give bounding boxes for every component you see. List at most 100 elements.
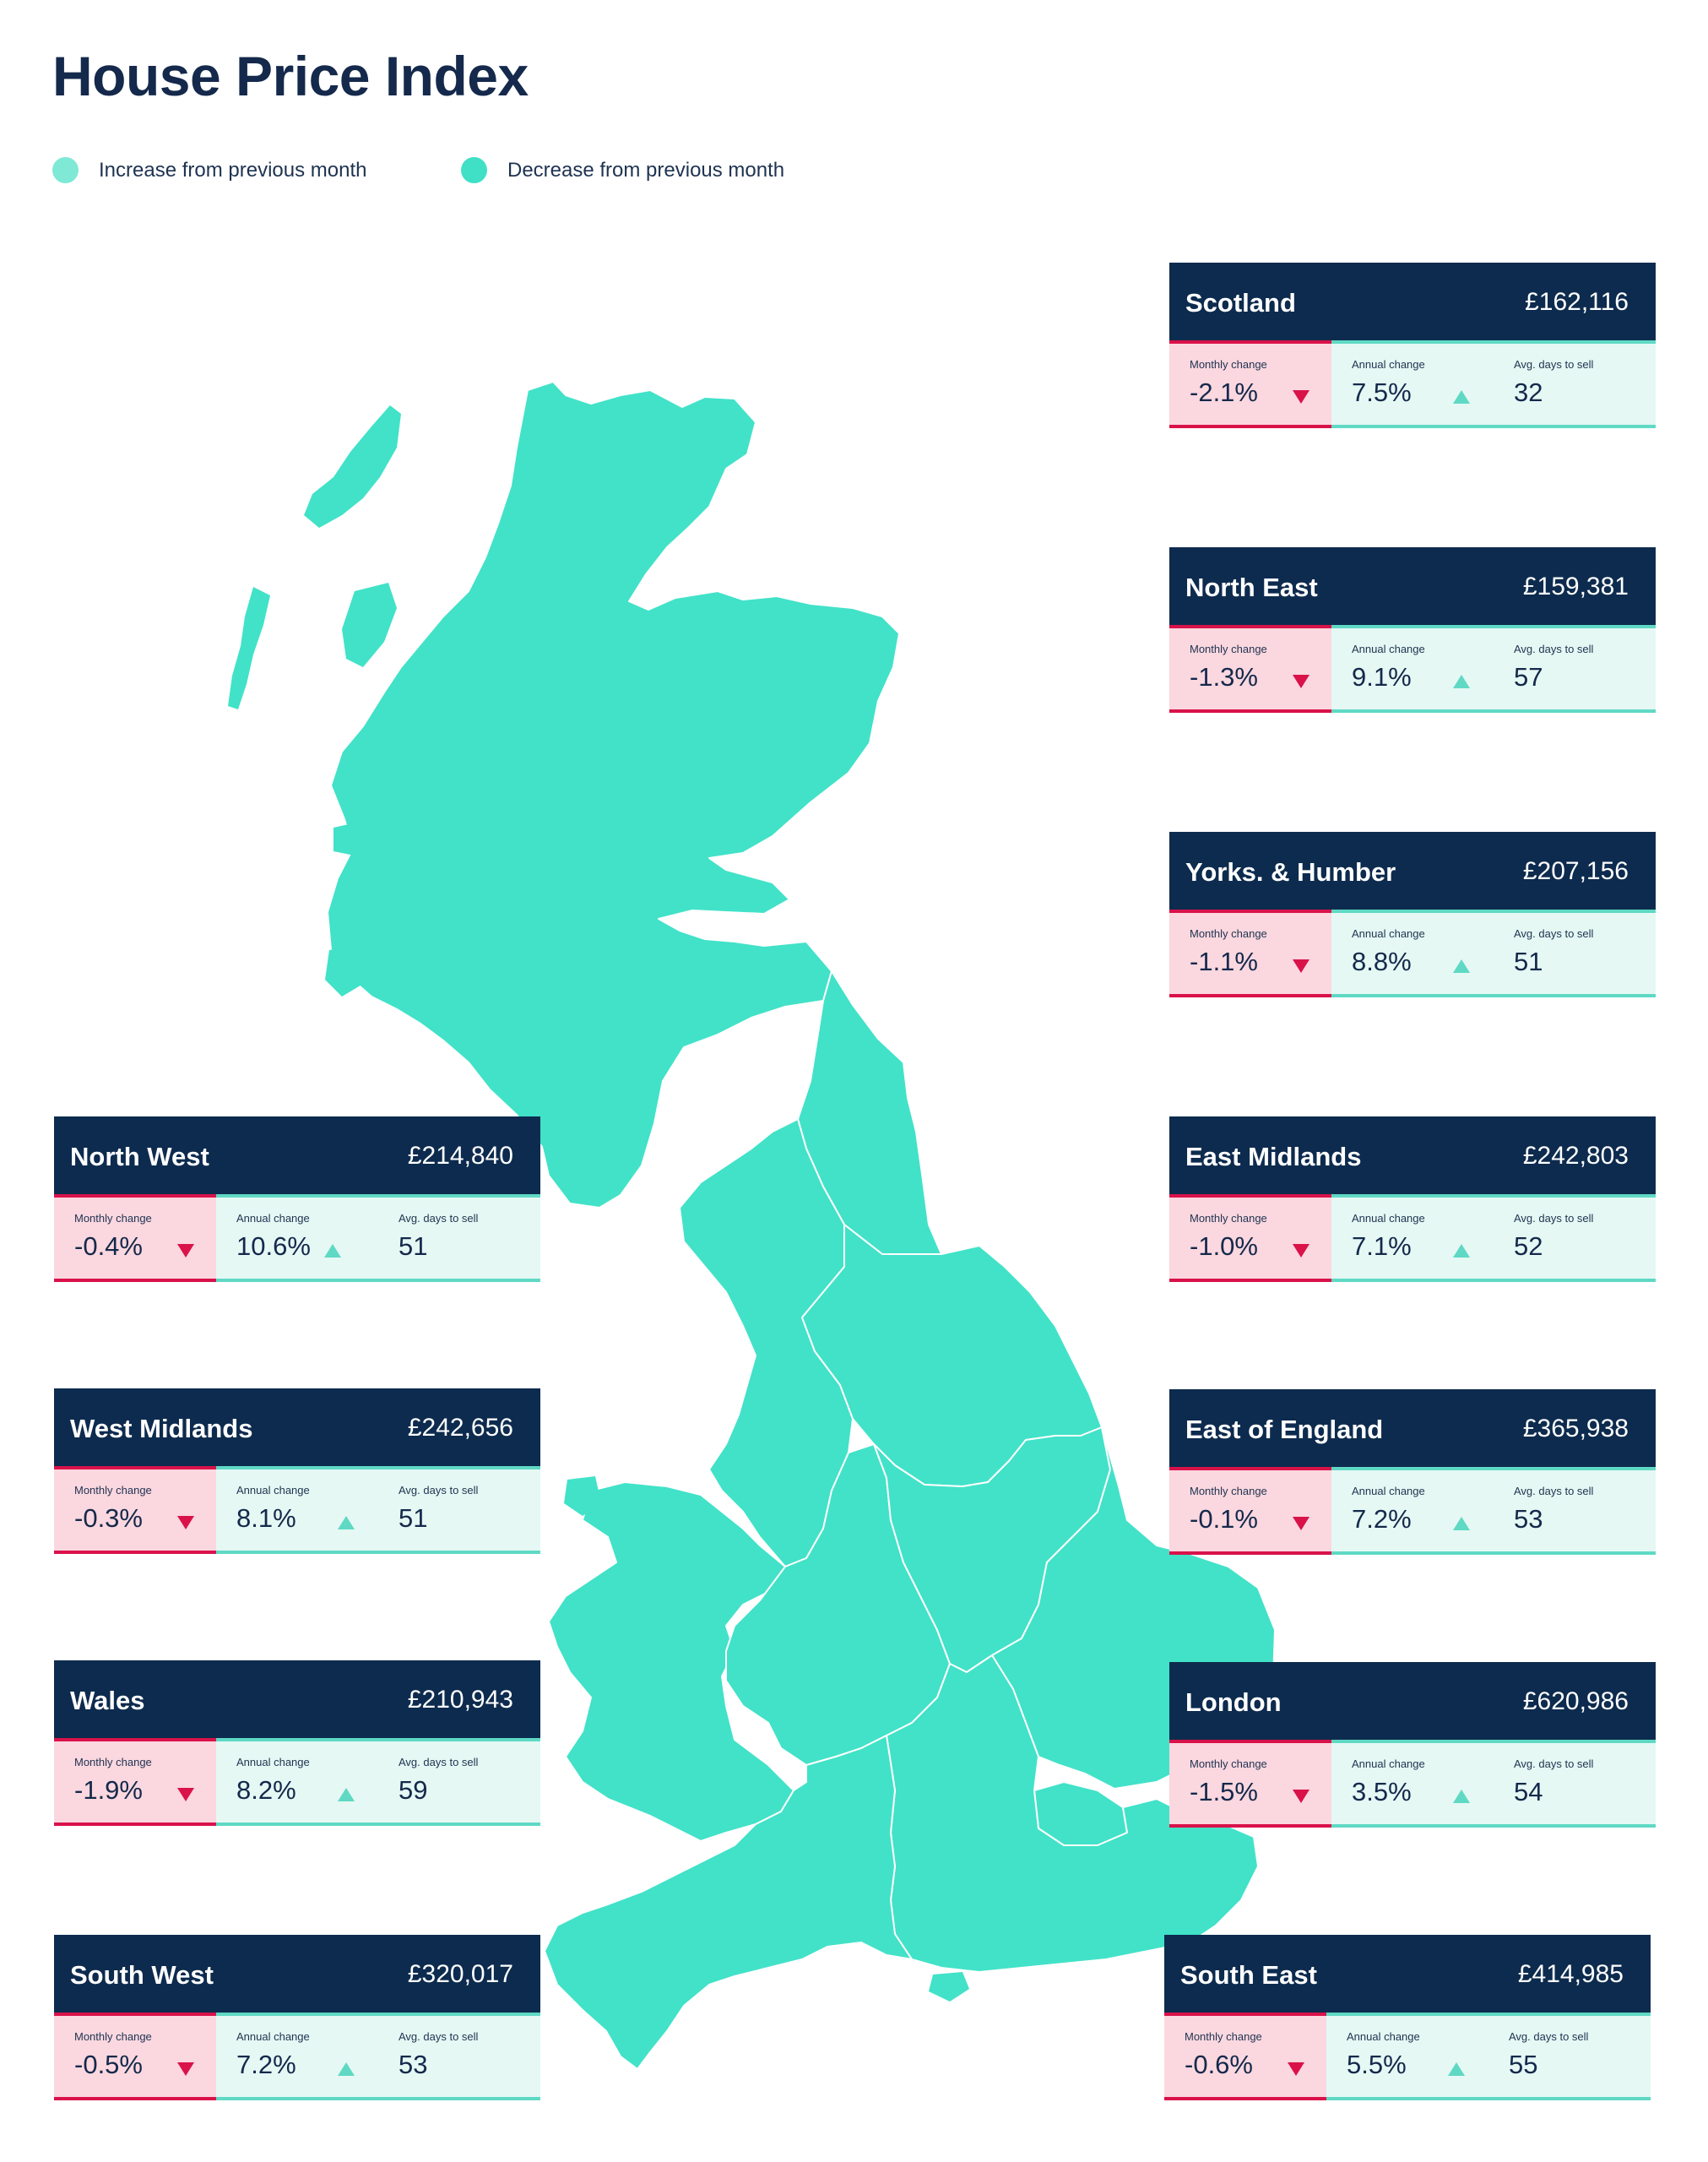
card-stats: Monthly change -0.1% Annual change 7.2% …: [1169, 1470, 1656, 1557]
days-to-sell-value: 51: [1514, 947, 1543, 976]
average-price: £207,156: [1522, 857, 1629, 885]
monthly-change-cell: Monthly change -0.1%: [1169, 1470, 1331, 1555]
map-isle-uist: [228, 587, 270, 709]
region-name: Scotland: [1185, 288, 1296, 318]
monthly-change-value: -0.6%: [1185, 2050, 1253, 2079]
map-isle-lewis: [304, 405, 401, 528]
card-stats: Monthly change -2.1% Annual change 7.5% …: [1169, 344, 1656, 431]
annual-change-label: Annual change: [236, 1484, 310, 1497]
annual-days-cell: Annual change 3.5% Avg. days to sell 54: [1331, 1743, 1656, 1828]
annual-change-value: 5.5%: [1347, 2050, 1407, 2079]
arrow-down-icon: [1293, 1517, 1309, 1530]
days-to-sell-value: 53: [1514, 1504, 1543, 1534]
region-name: Wales: [70, 1686, 145, 1715]
days-to-sell-label: Avg. days to sell: [399, 2030, 479, 2043]
region-name: London: [1185, 1687, 1282, 1717]
monthly-change-value: -1.0%: [1190, 1231, 1258, 1261]
legend-label-decrease: Decrease from previous month: [507, 158, 785, 182]
annual-days-cell: Annual change 10.6% Avg. days to sell 51: [216, 1198, 540, 1282]
days-to-sell-label: Avg. days to sell: [399, 1756, 479, 1768]
card-stats: Monthly change -0.4% Annual change 10.6%…: [54, 1198, 540, 1285]
annual-days-cell: Annual change 8.1% Avg. days to sell 51: [216, 1469, 540, 1554]
card-stats: Monthly change -1.1% Annual change 8.8% …: [1169, 913, 1656, 1000]
card-stats: Monthly change -0.5% Annual change 7.2% …: [54, 2016, 540, 2103]
average-price: £365,938: [1522, 1415, 1629, 1442]
region-name: South West: [70, 1960, 214, 1990]
average-price: £159,381: [1522, 573, 1629, 600]
card-header: Yorks. & Humber £207,156: [1169, 832, 1656, 913]
card-stats: Monthly change -1.9% Annual change 8.2% …: [54, 1741, 540, 1828]
card-header: Scotland £162,116: [1169, 263, 1656, 344]
annual-days-cell: Annual change 7.5% Avg. days to sell 32: [1331, 344, 1656, 428]
card-header: West Midlands £242,656: [54, 1388, 540, 1469]
map-region-south-west[interactable]: [544, 1735, 913, 2070]
arrow-up-icon: [1453, 1244, 1470, 1258]
arrow-up-icon: [1448, 2062, 1465, 2076]
days-to-sell-label: Avg. days to sell: [1514, 358, 1594, 371]
monthly-change-label: Monthly change: [74, 1484, 152, 1497]
days-to-sell-value: 51: [399, 1503, 428, 1533]
monthly-change-value: -0.5%: [74, 2050, 143, 2079]
region-name: South East: [1180, 1960, 1317, 1990]
region-card-south-west[interactable]: South West £320,017 Monthly change -0.5%…: [54, 1935, 540, 2103]
annual-change-value: 8.1%: [236, 1503, 296, 1533]
region-name: Yorks. & Humber: [1185, 857, 1396, 887]
arrow-up-icon: [1453, 1517, 1470, 1530]
annual-change-value: 8.8%: [1352, 947, 1412, 976]
region-card-wales[interactable]: Wales £210,943 Monthly change -1.9% Annu…: [54, 1660, 540, 1828]
arrow-down-icon: [1293, 959, 1309, 973]
card-stats: Monthly change -1.5% Annual change 3.5% …: [1169, 1743, 1656, 1830]
annual-change-label: Annual change: [1347, 2030, 1420, 2043]
average-price: £210,943: [407, 1686, 513, 1714]
monthly-change-label: Monthly change: [1190, 1212, 1267, 1225]
days-to-sell-label: Avg. days to sell: [1514, 1757, 1594, 1770]
map-isle-anglesey: [564, 1476, 601, 1516]
monthly-change-label: Monthly change: [1190, 358, 1267, 371]
region-card-london[interactable]: London £620,986 Monthly change -1.5% Ann…: [1169, 1662, 1656, 1830]
monthly-change-label: Monthly change: [74, 1212, 152, 1225]
card-header: South West £320,017: [54, 1935, 540, 2016]
annual-days-cell: Annual change 8.8% Avg. days to sell 51: [1331, 913, 1656, 997]
map-isle-mull: [333, 819, 384, 857]
annual-change-value: 8.2%: [236, 1775, 296, 1805]
region-card-scotland[interactable]: Scotland £162,116 Monthly change -2.1% A…: [1169, 263, 1656, 431]
region-name: North East: [1185, 573, 1318, 602]
region-card-south-east[interactable]: South East £414,985 Monthly change -0.6%…: [1164, 1935, 1651, 2103]
arrow-up-icon: [338, 2062, 355, 2076]
monthly-change-label: Monthly change: [1190, 1485, 1267, 1497]
region-name: West Midlands: [70, 1414, 253, 1443]
arrow-up-icon: [338, 1788, 355, 1801]
days-to-sell-value: 52: [1514, 1231, 1543, 1261]
days-to-sell-label: Avg. days to sell: [1514, 1485, 1594, 1497]
card-stats: Monthly change -0.3% Annual change 8.1% …: [54, 1469, 540, 1556]
monthly-change-label: Monthly change: [1190, 643, 1267, 655]
days-to-sell-value: 32: [1514, 378, 1543, 407]
average-price: £414,985: [1517, 1960, 1624, 1988]
monthly-change-cell: Monthly change -1.3%: [1169, 628, 1331, 713]
annual-change-label: Annual change: [1352, 1212, 1425, 1225]
arrow-down-icon: [177, 1788, 194, 1801]
monthly-change-value: -0.3%: [74, 1503, 143, 1533]
region-card-yorks-humber[interactable]: Yorks. & Humber £207,156 Monthly change …: [1169, 832, 1656, 1000]
annual-change-label: Annual change: [236, 1756, 310, 1768]
days-to-sell-label: Avg. days to sell: [1509, 2030, 1589, 2043]
increase-dot-icon: [52, 157, 79, 183]
average-price: £162,116: [1525, 288, 1629, 316]
average-price: £242,656: [407, 1414, 513, 1442]
region-card-west-midlands[interactable]: West Midlands £242,656 Monthly change -0…: [54, 1388, 540, 1556]
region-name: East of England: [1185, 1415, 1384, 1444]
arrow-down-icon: [177, 1516, 194, 1529]
monthly-change-cell: Monthly change -1.5%: [1169, 1743, 1331, 1828]
region-card-north-east[interactable]: North East £159,381 Monthly change -1.3%…: [1169, 547, 1656, 715]
monthly-change-value: -0.1%: [1190, 1504, 1258, 1534]
monthly-change-cell: Monthly change -0.3%: [54, 1469, 216, 1554]
region-card-north-west[interactable]: North West £214,840 Monthly change -0.4%…: [54, 1116, 540, 1285]
region-card-east-of-england[interactable]: East of England £365,938 Monthly change …: [1169, 1389, 1656, 1557]
legend-item-decrease: Decrease from previous month: [461, 157, 784, 183]
region-card-east-midlands[interactable]: East Midlands £242,803 Monthly change -1…: [1169, 1116, 1656, 1285]
region-name: East Midlands: [1185, 1142, 1362, 1171]
days-to-sell-label: Avg. days to sell: [399, 1212, 479, 1225]
arrow-up-icon: [1453, 1790, 1470, 1803]
days-to-sell-value: 51: [399, 1231, 428, 1261]
arrow-up-icon: [1453, 390, 1470, 404]
